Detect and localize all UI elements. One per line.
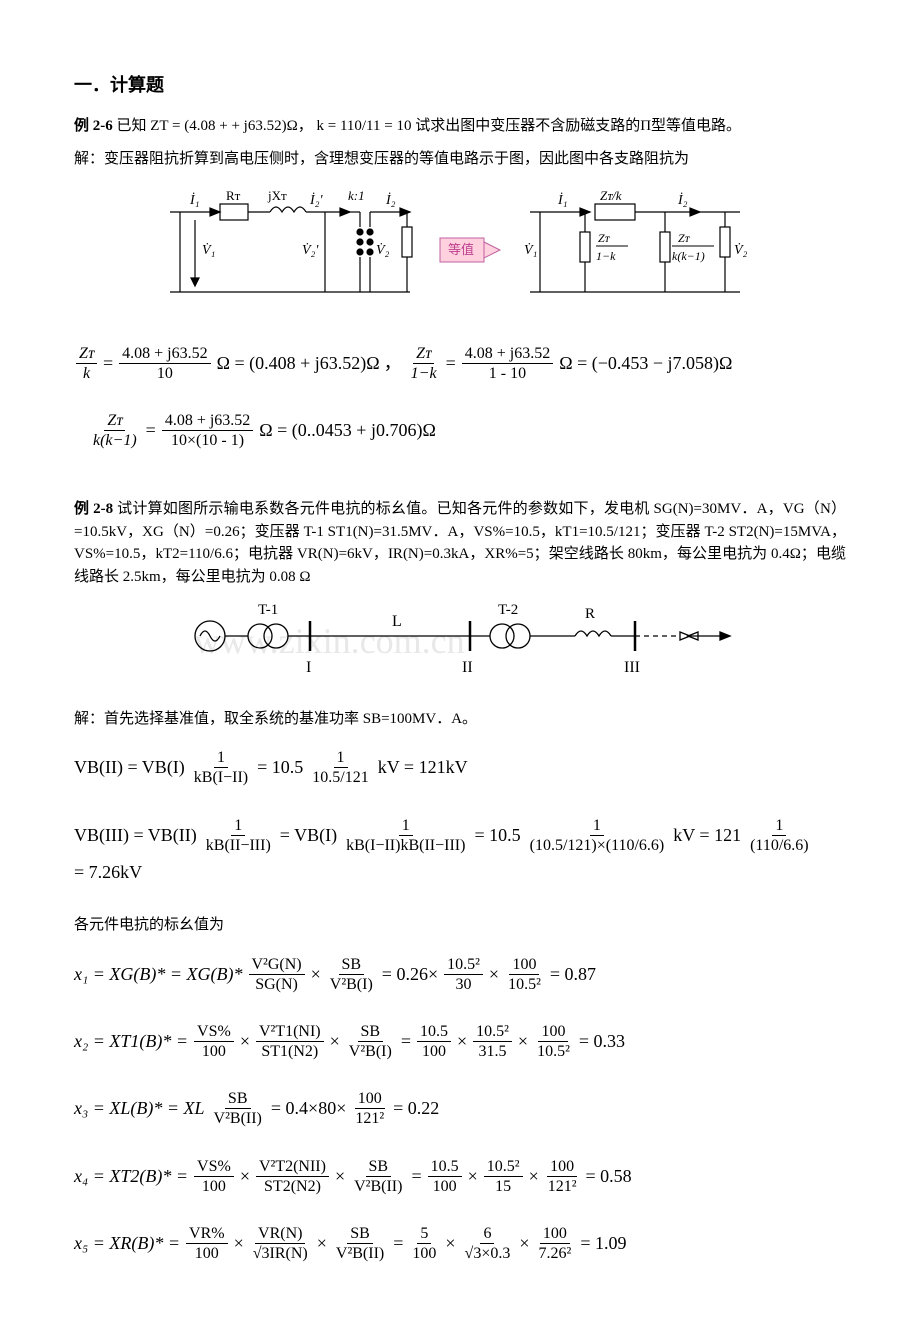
i1-label: İ₁: [189, 192, 200, 208]
l-label: L: [392, 613, 402, 630]
ex2-6-problem: 例 2-6 已知 ZT = (4.08 + + j63.52)Ω， k = 11…: [74, 115, 846, 138]
ztkk1-num: Zᴛ: [678, 231, 691, 245]
t2-label: T-2: [498, 602, 518, 618]
r-label: R: [585, 606, 595, 622]
rt-label: Rᴛ: [226, 188, 241, 203]
v2-right-label: V̇₂: [734, 242, 748, 258]
i2-label: İ₂: [385, 192, 396, 208]
eq-x1: x₁ = XG(B)* = XG(B)* V²G(N)SG(N) × SBV²B…: [74, 955, 846, 994]
sub-line: 各元件电抗的标幺值为: [74, 914, 846, 937]
bus-iii-label: III: [624, 659, 640, 676]
eq-x3: x₃ = XL(B)* = XL SBV²B(II) = 0.4×80× 100…: [74, 1089, 846, 1128]
ex2-8-solution-intro: 解：首先选择基准值，取全系统的基准功率 SB=100MV．A。: [74, 708, 846, 731]
ex2-8-text: 试计算如图所示输电系数各元件电抗的标幺值。已知各元件的参数如下，发电机 SG(N…: [74, 501, 846, 585]
eq-x4: x₄ = XT2(B)* = VS%100 × V²T2(NII)ST2(N2)…: [74, 1157, 846, 1196]
equiv-text: 等值: [448, 242, 474, 257]
jxt-label: jXᴛ: [267, 188, 287, 203]
v1-label: V̇₁: [202, 242, 215, 258]
v2-label: V̇₂: [376, 242, 390, 258]
ztk-label: Zᴛ/k: [600, 188, 622, 203]
i2-right-label: İ₂: [677, 192, 688, 208]
k1-label: k:1: [348, 188, 365, 203]
equiv-arrow: [484, 242, 500, 258]
ex2-6-eq3: Zᴛk(k−1) = 4.08 + j63.5210×(10 - 1) Ω = …: [88, 411, 846, 450]
eq-vb2: VB(II) = VB(I) 1kB(I−II) = 10.5 110.5/12…: [74, 748, 846, 787]
section-title: 一．计算题: [74, 72, 846, 99]
v1-right-label: V̇₁: [524, 242, 537, 258]
circuit-diagram-2: www.zixin.com.cn: [74, 596, 846, 694]
zt1mk-num: Zᴛ: [598, 231, 611, 245]
ex2-6-given: 已知 ZT = (4.08 + + j63.52)Ω， k = 110/11 =…: [117, 118, 742, 134]
ztkk1-den: k(k−1): [672, 249, 705, 263]
ex2-6-label: 例 2-6: [74, 118, 113, 134]
ex2-6-solution-intro: 解：变压器阻抗折算到高电压侧时，含理想变压器的等值电路示于图，因此图中各支路阻抗…: [74, 148, 846, 171]
ex2-8-problem: 例 2-8 试计算如图所示输电系数各元件电抗的标幺值。已知各元件的参数如下，发电…: [74, 498, 846, 588]
eq-vb3: VB(III) = VB(II) 1kB(II−III) = VB(I) 1kB…: [74, 816, 846, 886]
bus-ii-label: II: [462, 659, 473, 676]
i1-right-label: İ₁: [557, 192, 568, 208]
zt1mk-den: 1−k: [596, 249, 616, 263]
eq-x2: x₂ = XT1(B)* = VS%100 × V²T1(NI)ST1(N2) …: [74, 1022, 846, 1061]
ex2-6-eq1: Zᴛk = 4.08 + j63.5210 Ω = (0.408 + j63.5…: [74, 344, 846, 383]
i2p-label: İ₂': [309, 192, 324, 208]
v2p-label: V̇₂': [302, 242, 319, 258]
bus-i-label: I: [306, 659, 311, 676]
ex2-8-label: 例 2-8: [74, 501, 113, 517]
t1-label: T-1: [258, 602, 278, 618]
circuit-diagram-1: İ₁ Rᴛ jXᴛ İ₂' k:1 İ₂ V̇₁ V̇₂' V̇₂ 等值: [74, 182, 846, 320]
eq-x5: x₅ = XR(B)* = VR%100 × VR(N)√3IR(N) × SB…: [74, 1224, 846, 1263]
